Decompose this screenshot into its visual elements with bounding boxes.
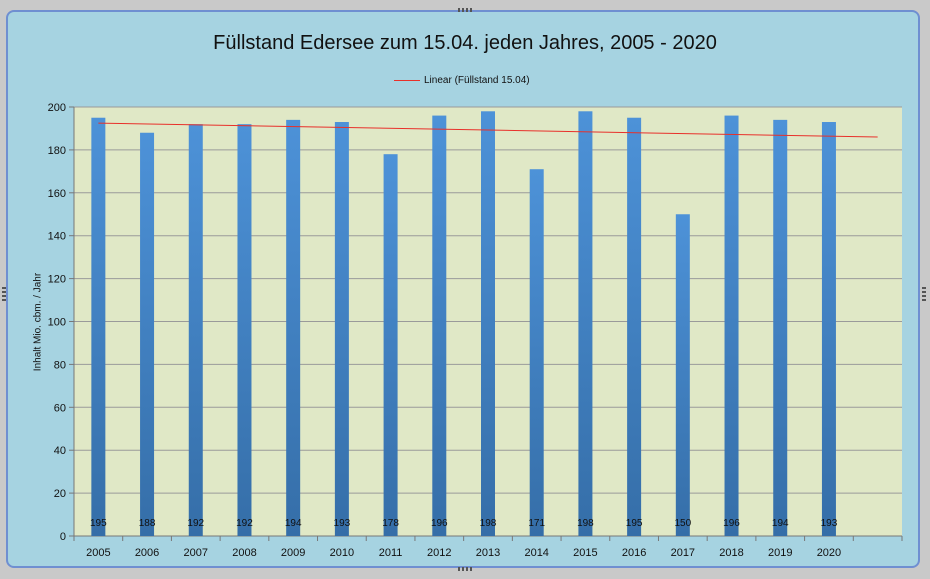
data-label-2016: 195 <box>626 518 643 529</box>
y-tick-label-100: 100 <box>48 317 66 329</box>
y-tick-label-180: 180 <box>48 145 66 157</box>
bar-2019 <box>773 119 788 537</box>
data-label-2013: 198 <box>480 518 497 529</box>
y-tick-label-120: 120 <box>48 274 66 286</box>
data-label-2017: 150 <box>674 518 691 529</box>
bar-2015 <box>578 111 593 536</box>
x-tick-label-2013: 2013 <box>476 547 500 559</box>
trendline <box>98 122 878 138</box>
resize-handle-bottom[interactable] <box>458 567 472 571</box>
data-label-2014: 171 <box>528 518 545 529</box>
bar-2005 <box>91 117 106 536</box>
data-label-2018: 196 <box>723 518 740 529</box>
x-tick-label-2017: 2017 <box>671 547 695 559</box>
legend-trend-swatch <box>394 79 420 81</box>
resize-handle-right[interactable] <box>922 287 926 301</box>
chart-legend: Linear (Füllstand 15.04) <box>394 73 530 87</box>
data-label-2007: 192 <box>187 518 204 529</box>
data-label-2012: 196 <box>431 518 448 529</box>
x-tick-label-2020: 2020 <box>817 547 841 559</box>
data-label-2015: 198 <box>577 518 594 529</box>
bar-2020 <box>821 122 836 536</box>
bar-2010 <box>334 122 349 536</box>
x-tick-label-2016: 2016 <box>622 547 646 559</box>
bar-2018 <box>724 115 739 536</box>
x-tick-label-2015: 2015 <box>573 547 597 559</box>
bar-2016 <box>627 117 642 536</box>
data-label-2010: 193 <box>334 518 351 529</box>
data-label-2005: 195 <box>90 518 107 529</box>
chart-title: Füllstand Edersee zum 15.04. jeden Jahre… <box>213 32 717 54</box>
x-tick-label-2005: 2005 <box>86 547 110 559</box>
x-tick-label-2009: 2009 <box>281 547 305 559</box>
y-tick-label-60: 60 <box>54 402 66 414</box>
data-label-2009: 194 <box>285 518 302 529</box>
x-tick-label-2006: 2006 <box>135 547 159 559</box>
y-tick-label-140: 140 <box>48 231 66 243</box>
y-tick-label-0: 0 <box>60 531 66 543</box>
data-label-2019: 194 <box>772 518 789 529</box>
x-tick-label-2019: 2019 <box>768 547 792 559</box>
y-tick-label-160: 160 <box>48 188 66 200</box>
bar-2014 <box>529 169 544 536</box>
x-tick-label-2008: 2008 <box>232 547 256 559</box>
resize-handle-top[interactable] <box>458 8 472 12</box>
x-tick-label-2011: 2011 <box>379 547 403 559</box>
x-tick-label-2018: 2018 <box>719 547 743 559</box>
legend-trend-label: Linear (Füllstand 15.04) <box>424 74 530 86</box>
bar-2017 <box>675 214 690 536</box>
bar-2008 <box>237 124 252 536</box>
data-label-2006: 188 <box>139 518 156 529</box>
y-tick-label-80: 80 <box>54 359 66 371</box>
bar-2006 <box>140 132 155 537</box>
data-label-2008: 192 <box>236 518 253 529</box>
x-tick-label-2007: 2007 <box>184 547 208 559</box>
y-tick-label-20: 20 <box>54 488 66 500</box>
bar-2011 <box>383 154 398 536</box>
data-label-2020: 193 <box>821 518 838 529</box>
bar-2007 <box>188 124 203 536</box>
data-label-2011: 178 <box>382 518 399 529</box>
x-tick-label-2010: 2010 <box>330 547 354 559</box>
bar-2009 <box>286 119 301 537</box>
bar-2012 <box>432 115 447 536</box>
y-tick-label-200: 200 <box>48 102 66 114</box>
x-tick-label-2012: 2012 <box>427 547 451 559</box>
resize-handle-left[interactable] <box>2 287 6 301</box>
x-tick-label-2014: 2014 <box>524 547 548 559</box>
y-tick-label-40: 40 <box>54 445 66 457</box>
bar-2013 <box>481 111 495 536</box>
